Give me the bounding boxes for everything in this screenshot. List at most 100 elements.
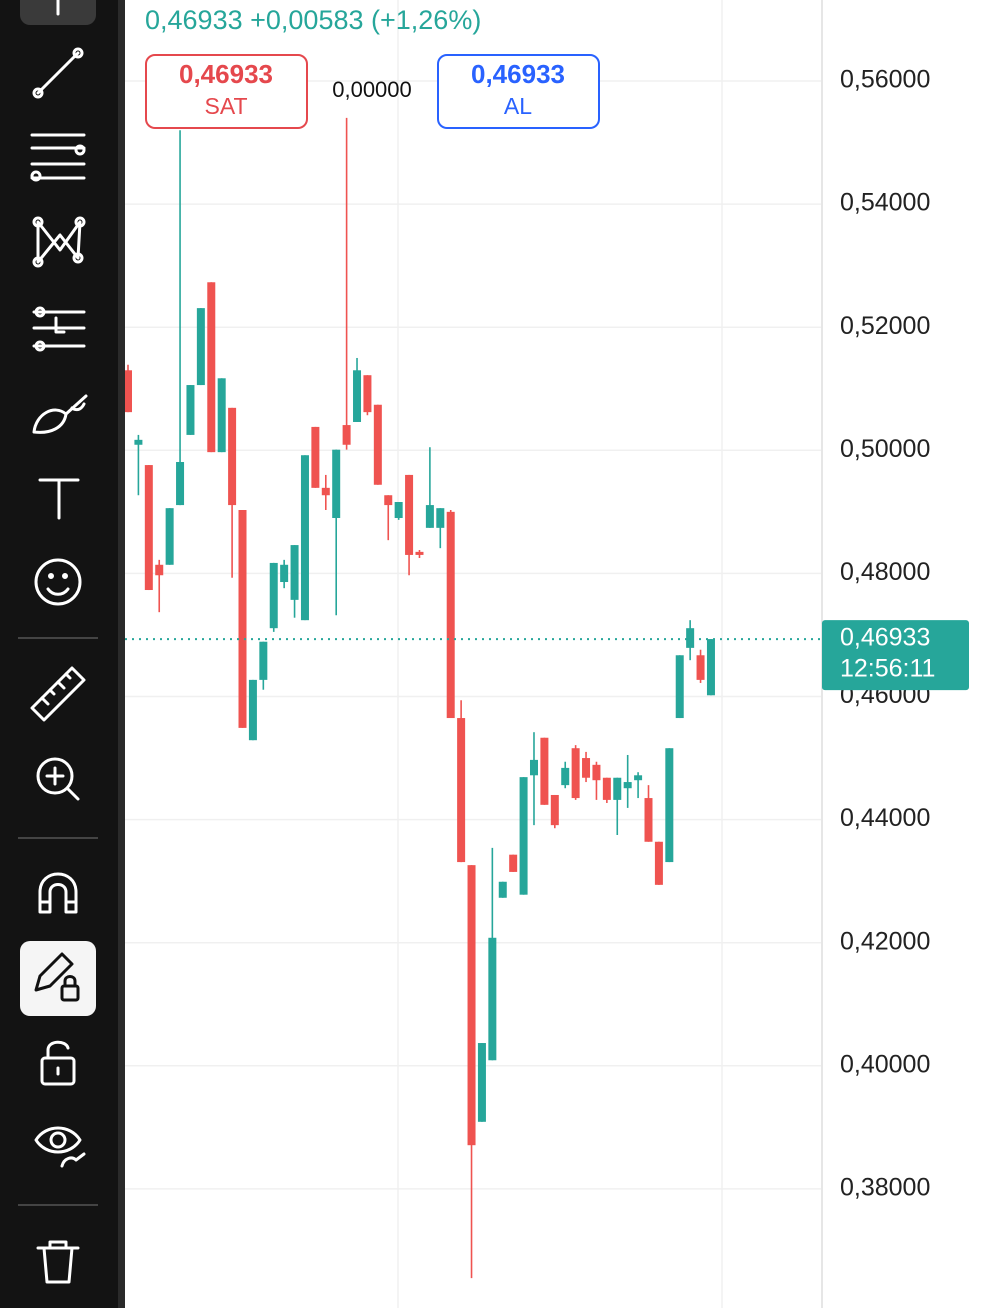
candle-body xyxy=(623,782,632,789)
candle-body xyxy=(696,655,705,680)
candle-body xyxy=(436,508,445,528)
pattern-tool[interactable] xyxy=(32,216,86,268)
toolbar-edge xyxy=(118,0,125,1308)
candle-body xyxy=(540,737,549,805)
spread: 0,00000 xyxy=(332,77,412,102)
candle-body xyxy=(124,370,132,413)
candle-body xyxy=(353,370,362,422)
candle-body xyxy=(394,502,403,519)
candle-body xyxy=(488,937,497,1061)
toolbar-bg xyxy=(0,0,118,1308)
candle-body xyxy=(550,794,559,826)
candle-body xyxy=(467,865,476,1146)
candle-body xyxy=(342,425,351,445)
candle-body xyxy=(134,439,143,445)
candle-body xyxy=(144,465,153,591)
candle-body xyxy=(405,474,414,555)
candle-body xyxy=(686,628,695,648)
candle-body xyxy=(248,679,257,741)
candle-body xyxy=(280,564,289,583)
candle-body xyxy=(238,510,247,728)
y-tick-label: 0,54000 xyxy=(840,189,930,217)
candle-body xyxy=(259,641,268,680)
candle-body xyxy=(582,758,591,778)
emoji-tool[interactable] xyxy=(34,558,82,606)
plot xyxy=(124,117,822,1279)
y-tick-label: 0,42000 xyxy=(840,927,930,955)
candle-body xyxy=(665,748,674,863)
buy-box[interactable] xyxy=(437,54,600,129)
candle-body xyxy=(509,854,518,872)
candle-body xyxy=(384,495,393,506)
header: 0,46933 +0,00583 (+1,26%) xyxy=(145,5,481,35)
candle-body xyxy=(290,545,299,600)
visibility-tool[interactable] xyxy=(34,1126,86,1168)
candle-body xyxy=(675,655,684,719)
candle-body xyxy=(373,404,382,485)
unlock-tool[interactable] xyxy=(40,1040,76,1086)
y-tick-label: 0,52000 xyxy=(840,312,930,340)
candle-body xyxy=(415,551,424,555)
candle-body xyxy=(155,564,164,576)
candle-body xyxy=(165,508,174,565)
candle-body xyxy=(207,282,216,453)
sell-box[interactable] xyxy=(145,54,308,129)
ruler-tool[interactable] xyxy=(30,666,86,722)
sell-label[interactable]: SAT xyxy=(204,93,247,119)
candle-body xyxy=(571,748,580,799)
candle-body xyxy=(519,777,528,895)
candle-body xyxy=(321,487,330,496)
candle-body xyxy=(654,841,663,885)
y-tick-label: 0,48000 xyxy=(840,558,930,586)
delete-tool[interactable] xyxy=(36,1240,80,1284)
magnet-tool[interactable] xyxy=(38,872,78,914)
trend-line-tool[interactable] xyxy=(32,47,84,99)
candle-body xyxy=(300,455,309,621)
forecast-tool[interactable] xyxy=(32,306,86,352)
y-tick-label: 0,56000 xyxy=(840,66,930,94)
candle-body xyxy=(592,764,601,781)
candle-body xyxy=(602,777,611,800)
candle-body xyxy=(457,718,466,863)
candle-body xyxy=(634,775,643,781)
candle-body xyxy=(269,562,278,629)
fib-tool[interactable] xyxy=(30,133,86,182)
candle-body xyxy=(613,777,622,800)
candle-body xyxy=(477,1043,486,1122)
candle-body xyxy=(228,407,237,506)
brush-tool[interactable] xyxy=(32,394,88,434)
lock-drawing-icon[interactable] xyxy=(34,952,80,1002)
buy-price[interactable]: 0,46933 xyxy=(471,59,565,89)
candle-body xyxy=(176,461,185,506)
header-price: 0,46933 xyxy=(145,5,243,35)
candle-body xyxy=(332,449,341,519)
buy-label[interactable]: AL xyxy=(504,93,532,119)
sell-button[interactable]: 0,46933 SAT xyxy=(145,54,308,129)
y-tick-label: 0,38000 xyxy=(840,1174,930,1202)
price-axis: 0,560000,540000,520000,500000,480000,460… xyxy=(822,66,969,1202)
candle-body xyxy=(363,375,372,413)
sell-price[interactable]: 0,46933 xyxy=(179,59,273,89)
toolbar xyxy=(0,0,125,1308)
candle-body xyxy=(196,308,205,386)
candle-body xyxy=(311,426,320,488)
candle-body xyxy=(706,639,715,696)
candle-body xyxy=(425,505,434,528)
text-tool[interactable] xyxy=(38,478,80,520)
zoom-tool[interactable] xyxy=(36,757,80,801)
price-badge-label: 0,46933 xyxy=(840,624,930,652)
candle-body xyxy=(498,881,507,898)
candle-body xyxy=(644,798,653,842)
candle-body xyxy=(217,378,226,453)
price-badge-countdown: 12:56:11 xyxy=(840,655,935,683)
header-change-pct: (+1,26%) xyxy=(371,5,481,35)
price-badge xyxy=(822,620,969,691)
buy-button[interactable]: 0,46933 AL xyxy=(437,54,600,129)
candle-body xyxy=(186,385,195,435)
candle-body xyxy=(561,767,570,786)
y-tick-label: 0,40000 xyxy=(840,1050,930,1078)
y-tick-label: 0,50000 xyxy=(840,435,930,463)
header-change: +0,00583 xyxy=(250,5,363,35)
